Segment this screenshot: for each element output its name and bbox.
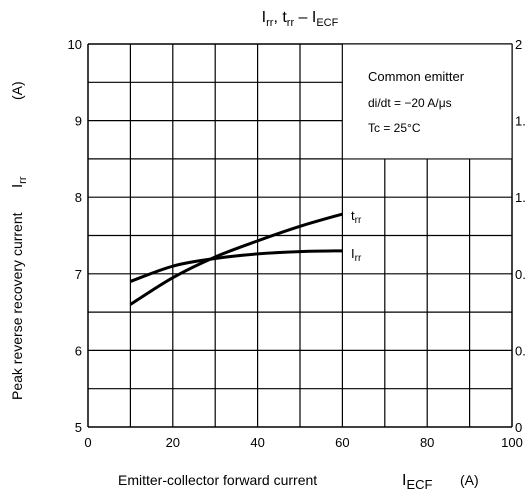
annotation-line-3: Tc = 25°C: [368, 121, 421, 135]
x-tick-label: 100: [501, 435, 523, 450]
annotation-line-2: di/dt = −20 A/μs: [368, 96, 452, 110]
y-axis-label: Peak reverse recovery current Irr (A): [9, 81, 29, 400]
y-tick-label: 8: [75, 190, 82, 205]
y-tick-label: 9: [75, 114, 82, 129]
x-tick-label: 0: [84, 435, 91, 450]
x-tick-label: 80: [420, 435, 434, 450]
annotation-box: [341, 43, 513, 160]
chart-title: Irr, trr – IECF: [262, 9, 339, 29]
right-tick-label: 0: [515, 420, 522, 435]
x-tick-label: 60: [335, 435, 349, 450]
series-line-0: [129, 212, 343, 306]
right-tick-label: 0.: [515, 267, 526, 282]
annotation-line-1: Common emitter: [368, 69, 465, 84]
series-label-irr: Irr: [351, 246, 362, 264]
right-tick-label: 2: [515, 37, 522, 52]
x-tick-label: 20: [166, 435, 180, 450]
y-tick-label: 7: [75, 267, 82, 282]
right-tick-label: 1.: [515, 114, 526, 129]
x-tick-label: 40: [250, 435, 264, 450]
right-tick-label: 0.: [515, 343, 526, 358]
y-tick-label: 5: [75, 420, 82, 435]
series-group: [129, 212, 343, 306]
y-tick-label: 10: [68, 37, 82, 52]
right-tick-label: 1.: [515, 190, 526, 205]
x-axis-label: Emitter-collector forward current IECF (…: [118, 472, 479, 492]
series-label-trr: trr: [351, 208, 362, 226]
series-line-1: [129, 249, 343, 283]
y-tick-label: 6: [75, 343, 82, 358]
